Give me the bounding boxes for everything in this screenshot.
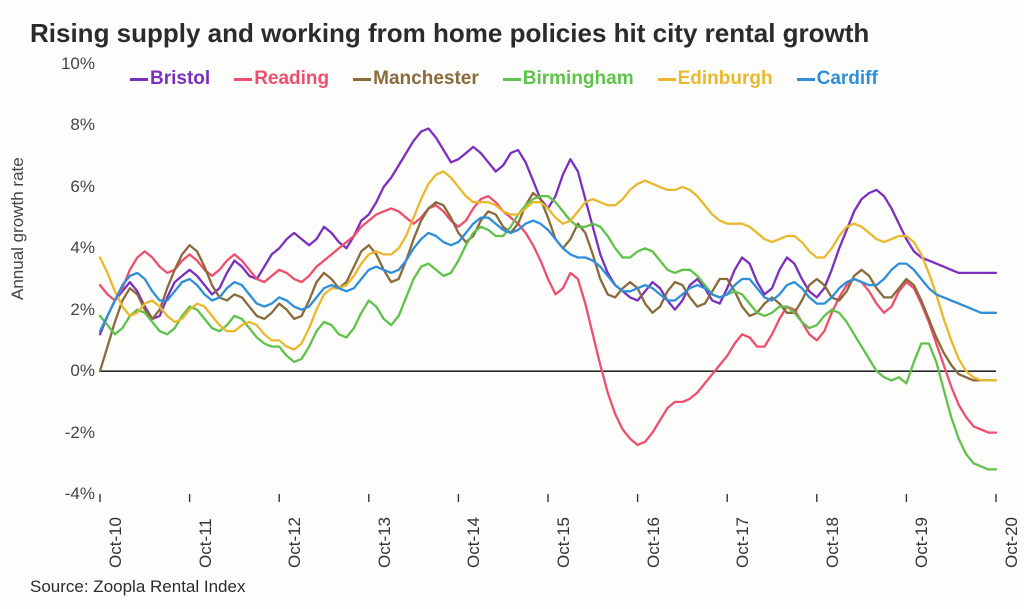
plot-area [0,0,1024,609]
series-line-reading [100,196,996,445]
series-line-edinburgh [100,172,996,381]
series-line-cardiff [100,218,996,332]
series-line-manchester [100,193,996,380]
chart-container: Rising supply and working from home poli… [0,0,1024,609]
series-line-birmingham [100,196,996,469]
